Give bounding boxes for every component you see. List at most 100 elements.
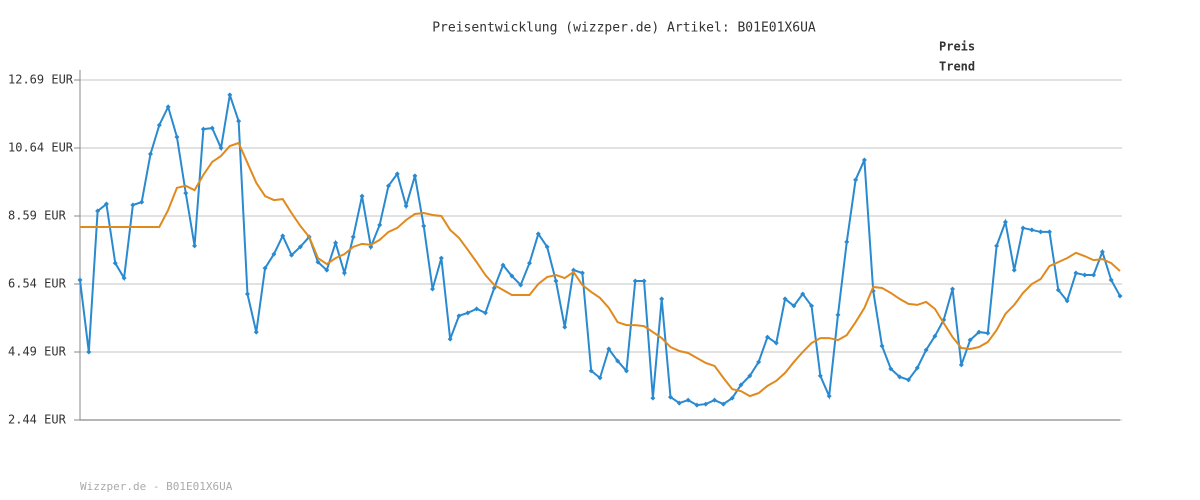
point-marker <box>139 199 145 205</box>
series-line <box>80 141 1121 398</box>
point-marker <box>526 260 532 266</box>
point-marker <box>456 313 462 319</box>
point-marker <box>1073 270 1079 276</box>
point-marker <box>994 243 1000 249</box>
y-tick-label: 6.54 EUR <box>8 277 67 291</box>
point-marker <box>958 362 964 368</box>
point-marker <box>209 125 215 131</box>
y-tick-label: 10.64 EUR <box>8 141 74 155</box>
point-marker <box>1002 219 1008 225</box>
point-marker <box>1011 267 1017 273</box>
point-marker <box>518 282 524 288</box>
point-marker <box>606 346 612 352</box>
point-marker <box>588 368 594 374</box>
point-marker <box>1046 229 1052 235</box>
point-marker <box>791 303 797 309</box>
point-marker <box>438 255 444 261</box>
point-marker <box>579 270 585 276</box>
point-marker <box>844 239 850 245</box>
point-marker <box>236 118 242 124</box>
point-marker <box>773 340 779 346</box>
point-marker <box>174 134 180 140</box>
point-marker <box>165 104 171 110</box>
point-marker <box>950 286 956 292</box>
point-marker <box>430 286 436 292</box>
point-marker <box>482 310 488 316</box>
point-marker <box>632 278 638 284</box>
point-marker <box>1108 277 1114 283</box>
point-marker <box>77 277 83 283</box>
point-marker <box>500 262 506 268</box>
series-line <box>79 94 1121 407</box>
point-marker <box>103 201 109 207</box>
point-marker <box>905 377 911 383</box>
point-marker <box>641 278 647 284</box>
point-marker <box>1029 227 1035 233</box>
point-marker <box>218 145 224 151</box>
point-marker <box>738 382 744 388</box>
point-marker <box>244 291 250 297</box>
point-marker <box>703 401 709 407</box>
point-marker <box>148 151 154 157</box>
point-marker <box>720 401 726 407</box>
point-marker <box>385 183 391 189</box>
point-marker <box>227 92 233 98</box>
point-marker <box>394 171 400 177</box>
point-marker <box>729 395 735 401</box>
point-marker <box>535 231 541 237</box>
point-marker <box>756 359 762 365</box>
point-marker <box>412 173 418 179</box>
point-marker <box>130 202 136 208</box>
point-marker <box>668 394 674 400</box>
point-marker <box>474 306 480 312</box>
point-marker <box>359 193 365 199</box>
point-marker <box>253 329 259 335</box>
point-marker <box>447 336 453 342</box>
point-marker <box>694 402 700 408</box>
point-marker <box>262 265 268 271</box>
point-marker <box>95 208 101 214</box>
point-marker <box>297 244 303 250</box>
point-marker <box>333 240 339 246</box>
point-marker <box>509 273 515 279</box>
point-marker <box>879 343 885 349</box>
y-tick-label: 12.69 EUR <box>8 73 74 87</box>
point-marker <box>183 190 189 196</box>
point-marker <box>897 374 903 380</box>
point-marker <box>967 337 973 343</box>
point-marker <box>192 243 198 249</box>
point-marker <box>350 234 356 240</box>
point-marker <box>1020 225 1026 231</box>
point-marker <box>403 203 409 209</box>
point-marker <box>280 233 286 239</box>
point-marker <box>597 375 603 381</box>
point-marker <box>315 259 321 265</box>
point-marker <box>809 303 815 309</box>
point-marker <box>421 223 427 229</box>
point-marker <box>835 312 841 318</box>
y-tick-label: 4.49 EUR <box>8 345 67 359</box>
point-marker <box>200 126 206 132</box>
point-marker <box>377 222 383 228</box>
point-marker <box>1038 229 1044 235</box>
point-marker <box>571 267 577 273</box>
chart-title: Preisentwicklung (wizzper.de) Artikel: B… <box>432 21 816 36</box>
point-marker <box>826 393 832 399</box>
y-tick-label: 2.44 EUR <box>8 413 67 427</box>
point-marker <box>985 330 991 336</box>
legend-label: Trend <box>939 60 975 74</box>
point-marker <box>914 365 920 371</box>
point-marker <box>853 177 859 183</box>
point-marker <box>465 310 471 316</box>
point-marker <box>1091 272 1097 278</box>
point-marker <box>650 395 656 401</box>
point-marker <box>861 157 867 163</box>
point-marker <box>676 400 682 406</box>
y-tick-label: 8.59 EUR <box>8 209 67 223</box>
point-marker <box>888 366 894 372</box>
point-marker <box>1082 272 1088 278</box>
point-marker <box>615 358 621 364</box>
legend-label: Preis <box>939 40 975 54</box>
point-marker <box>782 296 788 302</box>
